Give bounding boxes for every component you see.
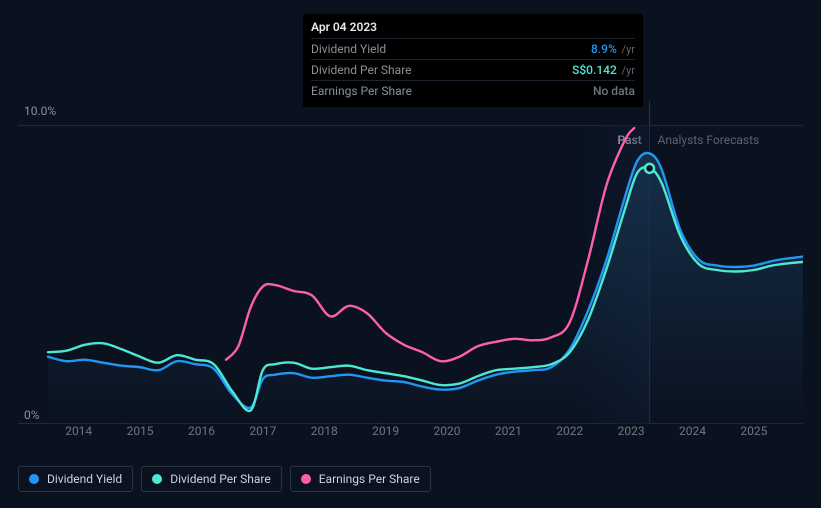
legend-dot [29, 474, 39, 484]
x-axis-tick: 2016 [188, 424, 215, 438]
x-axis-tick: 2019 [372, 424, 399, 438]
tooltip-row-label: Dividend Yield [311, 42, 386, 56]
legend-item[interactable]: Dividend Per Share [141, 466, 282, 492]
x-axis-tick: 2014 [65, 424, 92, 438]
legend-dot [301, 474, 311, 484]
tooltip-row-label: Earnings Per Share [311, 84, 412, 98]
tooltip-row: Dividend Per Share S$0.142 /yr [311, 59, 635, 80]
x-axis-tick: 2025 [740, 424, 767, 438]
chart-area: 10.0% 0% Past Analysts Forecasts 2014201… [18, 100, 803, 440]
legend-label: Earnings Per Share [319, 472, 420, 486]
x-axis-tick: 2015 [127, 424, 154, 438]
legend-dot [152, 474, 162, 484]
tooltip-row-value: S$0.142 /yr [572, 63, 635, 77]
tooltip-row-label: Dividend Per Share [311, 63, 412, 77]
tooltip-row: Earnings Per Share No data [311, 80, 635, 101]
tooltip-panel: Apr 04 2023 Dividend Yield8.9% /yrDivide… [303, 14, 643, 107]
tooltip-row-value: No data [593, 84, 635, 98]
legend: Dividend Yield Dividend Per Share Earnings… [18, 466, 431, 492]
legend-item[interactable]: Dividend Yield [18, 466, 133, 492]
tooltip-row-value: 8.9% /yr [591, 42, 635, 56]
tooltip-row: Dividend Yield 8.9% /yr [311, 38, 635, 59]
x-axis-tick: 2024 [679, 424, 706, 438]
chart-svg [18, 100, 803, 440]
legend-label: Dividend Per Share [170, 472, 271, 486]
tooltip-date: Apr 04 2023 [311, 20, 635, 34]
x-axis-tick: 2022 [556, 424, 583, 438]
x-axis-tick: 2021 [495, 424, 522, 438]
legend-item[interactable]: Earnings Per Share [290, 466, 431, 492]
x-axis-tick: 2017 [249, 424, 276, 438]
legend-label: Dividend Yield [47, 472, 122, 486]
x-axis-tick: 2018 [311, 424, 338, 438]
x-axis-tick: 2020 [433, 424, 460, 438]
x-axis-tick: 2023 [618, 424, 645, 438]
